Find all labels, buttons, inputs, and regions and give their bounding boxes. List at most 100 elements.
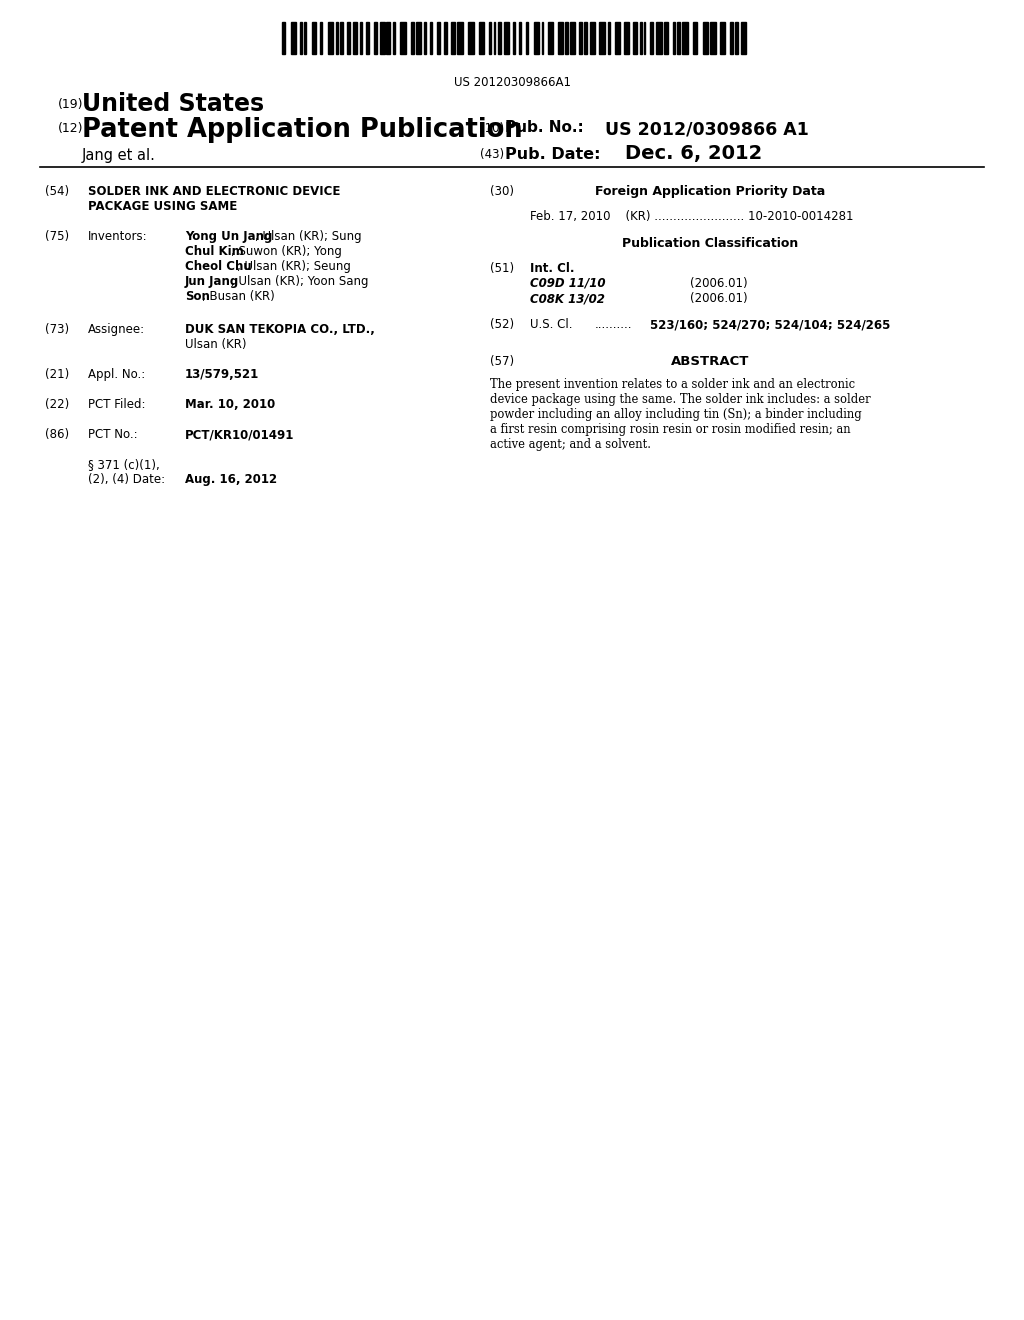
Text: US 2012/0309866 A1: US 2012/0309866 A1 bbox=[605, 120, 809, 139]
Bar bbox=[677, 22, 680, 54]
Bar bbox=[479, 22, 483, 54]
Text: DUK SAN TEKOPIA CO., LTD.,: DUK SAN TEKOPIA CO., LTD., bbox=[185, 323, 375, 337]
Text: (22): (22) bbox=[45, 399, 70, 411]
Bar bbox=[353, 22, 357, 54]
Text: Int. Cl.: Int. Cl. bbox=[530, 261, 574, 275]
Text: Chul Kim: Chul Kim bbox=[185, 246, 244, 257]
Bar bbox=[451, 22, 455, 54]
Bar bbox=[643, 22, 645, 54]
Text: ..........: .......... bbox=[595, 318, 633, 331]
Text: Cheol Chu: Cheol Chu bbox=[185, 260, 252, 273]
Text: Jun Jang: Jun Jang bbox=[185, 275, 240, 288]
Bar bbox=[347, 22, 350, 54]
Bar bbox=[291, 22, 296, 54]
Text: Pub. Date:: Pub. Date: bbox=[505, 147, 600, 162]
Bar bbox=[656, 22, 662, 54]
Bar bbox=[328, 22, 333, 54]
Bar bbox=[673, 22, 675, 54]
Bar bbox=[649, 22, 652, 54]
Text: PCT/KR10/01491: PCT/KR10/01491 bbox=[185, 428, 294, 441]
Bar bbox=[400, 22, 407, 54]
Bar bbox=[599, 22, 605, 54]
Text: US 20120309866A1: US 20120309866A1 bbox=[454, 77, 570, 88]
Bar bbox=[386, 22, 390, 54]
Text: Publication Classification: Publication Classification bbox=[622, 238, 798, 249]
Text: PCT Filed:: PCT Filed: bbox=[88, 399, 145, 411]
Bar bbox=[374, 22, 377, 54]
Text: , Busan (KR): , Busan (KR) bbox=[203, 290, 275, 304]
Text: SOLDER INK AND ELECTRONIC DEVICE: SOLDER INK AND ELECTRONIC DEVICE bbox=[88, 185, 340, 198]
Bar bbox=[693, 22, 697, 54]
Bar bbox=[489, 22, 492, 54]
Text: (2006.01): (2006.01) bbox=[690, 292, 748, 305]
Text: 523/160; 524/270; 524/104; 524/265: 523/160; 524/270; 524/104; 524/265 bbox=[650, 318, 891, 331]
Text: PACKAGE USING SAME: PACKAGE USING SAME bbox=[88, 201, 238, 213]
Text: ABSTRACT: ABSTRACT bbox=[671, 355, 750, 368]
Bar bbox=[624, 22, 629, 54]
Bar bbox=[584, 22, 587, 54]
Text: (19): (19) bbox=[58, 98, 84, 111]
Bar bbox=[458, 22, 463, 54]
Bar bbox=[730, 22, 733, 54]
Text: (54): (54) bbox=[45, 185, 70, 198]
Bar bbox=[735, 22, 737, 54]
Bar bbox=[437, 22, 440, 54]
Text: Ulsan (KR): Ulsan (KR) bbox=[185, 338, 247, 351]
Text: , Ulsan (KR); Sung: , Ulsan (KR); Sung bbox=[255, 230, 361, 243]
Text: (52): (52) bbox=[490, 318, 514, 331]
Bar bbox=[542, 22, 543, 54]
Text: United States: United States bbox=[82, 92, 264, 116]
Text: (30): (30) bbox=[490, 185, 514, 198]
Text: (57): (57) bbox=[490, 355, 514, 368]
Bar bbox=[741, 22, 746, 54]
Text: PCT No.:: PCT No.: bbox=[88, 428, 137, 441]
Text: Patent Application Publication: Patent Application Publication bbox=[82, 117, 522, 143]
Text: (73): (73) bbox=[45, 323, 70, 337]
Text: Yong Un Jang: Yong Un Jang bbox=[185, 230, 272, 243]
Bar bbox=[430, 22, 431, 54]
Bar bbox=[499, 22, 502, 54]
Text: Aug. 16, 2012: Aug. 16, 2012 bbox=[185, 473, 278, 486]
Bar bbox=[633, 22, 637, 54]
Bar bbox=[548, 22, 553, 54]
Bar bbox=[321, 22, 322, 54]
Bar bbox=[590, 22, 595, 54]
Text: The present invention relates to a solder ink and an electronic
device package u: The present invention relates to a solde… bbox=[490, 378, 870, 451]
Bar bbox=[468, 22, 474, 54]
Bar bbox=[300, 22, 302, 54]
Text: Inventors:: Inventors: bbox=[88, 230, 147, 243]
Text: Son: Son bbox=[185, 290, 210, 304]
Text: , Suwon (KR); Yong: , Suwon (KR); Yong bbox=[231, 246, 342, 257]
Bar bbox=[359, 22, 362, 54]
Bar bbox=[569, 22, 575, 54]
Bar bbox=[311, 22, 315, 54]
Bar bbox=[564, 22, 567, 54]
Bar bbox=[380, 22, 384, 54]
Bar bbox=[494, 22, 496, 54]
Text: (2), (4) Date:: (2), (4) Date: bbox=[88, 473, 165, 486]
Bar bbox=[711, 22, 716, 54]
Text: , Ulsan (KR); Seung: , Ulsan (KR); Seung bbox=[238, 260, 351, 273]
Bar bbox=[526, 22, 528, 54]
Text: Jang et al.: Jang et al. bbox=[82, 148, 156, 162]
Bar bbox=[513, 22, 515, 54]
Text: (21): (21) bbox=[45, 368, 70, 381]
Bar bbox=[535, 22, 540, 54]
Text: Feb. 17, 2010    (KR) ........................ 10-2010-0014281: Feb. 17, 2010 (KR) .....................… bbox=[530, 210, 853, 223]
Bar bbox=[682, 22, 688, 54]
Bar bbox=[608, 22, 610, 54]
Text: Foreign Application Priority Data: Foreign Application Priority Data bbox=[595, 185, 825, 198]
Text: U.S. Cl.: U.S. Cl. bbox=[530, 318, 572, 331]
Text: (12): (12) bbox=[58, 121, 84, 135]
Text: C08K 13/02: C08K 13/02 bbox=[530, 292, 605, 305]
Bar bbox=[558, 22, 563, 54]
Bar bbox=[412, 22, 414, 54]
Text: Pub. No.:: Pub. No.: bbox=[505, 120, 584, 135]
Bar bbox=[720, 22, 725, 54]
Text: (10): (10) bbox=[480, 121, 504, 135]
Text: C09D 11/10: C09D 11/10 bbox=[530, 277, 605, 290]
Bar bbox=[702, 22, 708, 54]
Bar bbox=[519, 22, 521, 54]
Bar bbox=[580, 22, 583, 54]
Bar bbox=[665, 22, 668, 54]
